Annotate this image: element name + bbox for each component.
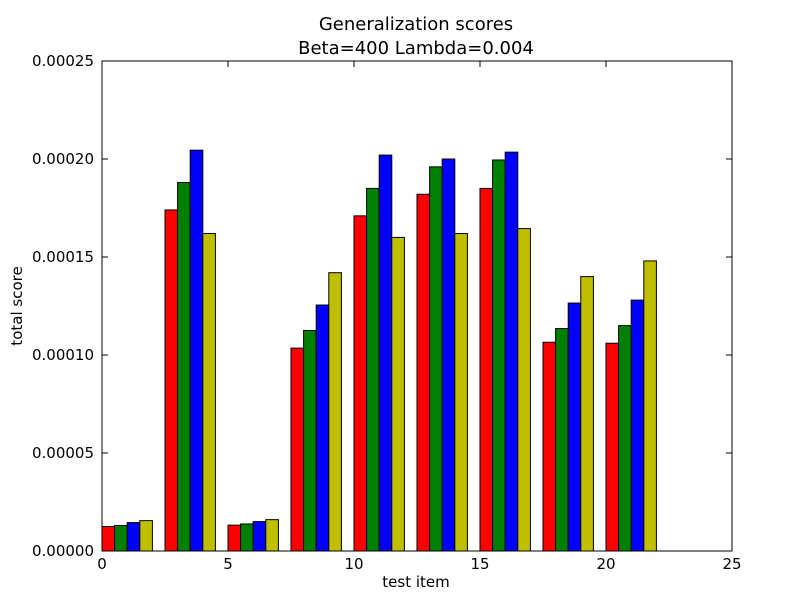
x-tick-label-5: 25 — [722, 555, 741, 573]
x-axis-label: test item — [382, 573, 449, 591]
bar-s2-g4 — [378, 154, 393, 552]
bar-s2-g0 — [126, 522, 141, 552]
plot-frame — [101, 60, 733, 552]
bar-s0-g2 — [227, 524, 242, 552]
bar-s3-g6 — [517, 228, 531, 552]
bar-s1-g0 — [114, 525, 128, 552]
bar-s2-g5 — [441, 158, 456, 552]
bar-s1-g4 — [366, 187, 380, 552]
bar-s1-g3 — [303, 330, 317, 552]
bar-s3-g8 — [643, 260, 657, 552]
bar-s2-g8 — [630, 299, 645, 552]
y-tick-label-2: 0.00010 — [32, 346, 94, 364]
bar-s0-g6 — [479, 187, 494, 552]
bar-s0-g8 — [605, 342, 620, 552]
y-tick-label-1: 0.00005 — [32, 444, 94, 462]
bar-s3-g4 — [391, 236, 405, 552]
bar-s1-g2 — [240, 523, 254, 552]
bar-s3-g0 — [139, 520, 153, 552]
bar-s1-g1 — [177, 182, 191, 552]
bar-s3-g7 — [580, 276, 594, 552]
chart-title: Generalization scores — [319, 14, 513, 35]
chart-subtitle: Beta=400 Lambda=0.004 — [298, 38, 534, 59]
y-tick-label-0: 0.00000 — [32, 542, 94, 560]
ticks-group: 0 5 10 15 20 25 0.00000 0.00005 0.00010 0.00015 0.… — [32, 52, 742, 573]
bars-group — [101, 149, 657, 552]
bar-s1-g6 — [492, 159, 506, 552]
bar-s0-g0 — [101, 526, 116, 552]
x-tick-label-0: 0 — [97, 555, 107, 573]
x-tick-label-1: 5 — [223, 555, 233, 573]
bar-s2-g6 — [504, 151, 519, 552]
bar-s0-g4 — [353, 215, 368, 552]
bar-s2-g3 — [315, 304, 330, 552]
bar-s2-g2 — [252, 521, 267, 552]
x-tick-label-2: 10 — [344, 555, 363, 573]
x-tick-label-4: 20 — [596, 555, 615, 573]
bar-s0-g7 — [542, 341, 557, 552]
bar-s1-g8 — [618, 325, 632, 552]
y-tick-label-3: 0.00015 — [32, 248, 94, 266]
y-axis-label: total score — [8, 266, 26, 345]
bar-s0-g3 — [290, 347, 305, 552]
bar-s2-g1 — [189, 149, 204, 552]
bar-s3-g1 — [202, 232, 216, 552]
bar-s0-g5 — [416, 193, 431, 552]
bar-s0-g1 — [164, 209, 179, 552]
bar-s3-g5 — [454, 232, 468, 552]
y-tick-label-5: 0.00025 — [32, 52, 94, 70]
bar-s1-g5 — [429, 166, 443, 552]
bar-s3-g2 — [265, 519, 279, 552]
bar-s1-g7 — [555, 328, 569, 552]
bar-s2-g7 — [567, 302, 582, 552]
bar-s3-g3 — [328, 272, 342, 552]
y-tick-label-4: 0.00020 — [32, 150, 94, 168]
x-tick-label-3: 15 — [470, 555, 489, 573]
